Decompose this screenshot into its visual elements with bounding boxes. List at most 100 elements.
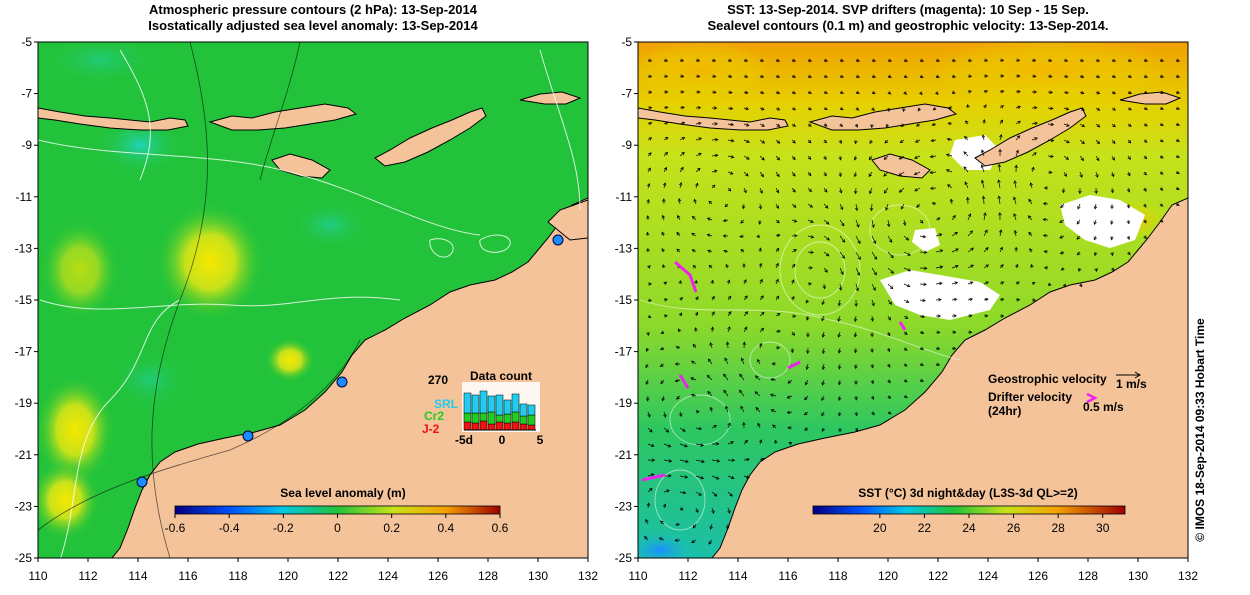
left-colorbar-label: Sea level anomaly (m) [280, 486, 405, 500]
inset-bar [504, 400, 511, 414]
colorbar-tick-label: 0.2 [383, 521, 400, 535]
legend-drifter-scale: 0.5 m/s [1083, 400, 1124, 414]
right-panel: SST: 13-Sep-2014. SVP drifters (magenta)… [615, 2, 1199, 583]
inset-title: Data count [470, 369, 532, 383]
colorbar-tick-label: 0 [334, 521, 341, 535]
left-title-line1: Atmospheric pressure contours (2 hPa): 1… [149, 2, 478, 17]
x-tick-label: 128 [478, 569, 498, 583]
x-tick-label: 130 [528, 569, 548, 583]
y-tick-label: -21 [15, 448, 33, 462]
left-map [30, 35, 588, 560]
y-tick-label: -19 [615, 396, 633, 410]
inset-x-tick: 0 [499, 433, 506, 447]
legend-geostrophic-scale: 1 m/s [1116, 377, 1147, 391]
inset-bar [464, 393, 471, 413]
inset-bar [528, 405, 535, 415]
x-tick-label: 124 [978, 569, 998, 583]
y-tick-label: -15 [15, 293, 33, 307]
colorbar-tick-label: 24 [962, 521, 976, 535]
x-tick-label: 116 [178, 569, 197, 583]
y-tick-label: -11 [616, 190, 633, 204]
x-tick-label: 130 [1128, 569, 1148, 583]
right-title-line2: Sealevel contours (0.1 m) and geostrophi… [708, 18, 1109, 33]
x-tick-label: 128 [1078, 569, 1098, 583]
x-tick-label: 114 [128, 569, 147, 583]
inset-bar [464, 413, 471, 422]
inset-bar [480, 413, 487, 421]
colorbar-tick-label: -0.6 [165, 521, 186, 535]
inset-bar [528, 425, 535, 430]
x-tick-label: 120 [278, 569, 298, 583]
left-tide-gauge-marker [243, 431, 253, 441]
y-tick-label: -17 [615, 345, 633, 359]
inset-series-label-cr2: Cr2 [424, 409, 444, 423]
colorbar-tick-label: -0.4 [219, 521, 240, 535]
colorbar-tick-label: 0.4 [437, 521, 454, 535]
x-tick-label: 124 [378, 569, 398, 583]
x-tick-label: 110 [628, 569, 647, 583]
right-colorbar-label: SST (°C) 3d night&day (L3S-3d QL>=2) [858, 486, 1078, 500]
legend-drifter-label: Drifter velocity [988, 390, 1072, 404]
inset-bar [512, 394, 519, 412]
colorbar-tick-label: 20 [873, 521, 887, 535]
inset-bar [488, 424, 495, 430]
inset-bar [472, 423, 479, 430]
left-title-line2: Isostatically adjusted sea level anomaly… [148, 18, 478, 33]
inset-x-tick: -5d [455, 433, 473, 447]
y-tick-label: -25 [615, 551, 633, 565]
left-tide-gauge-marker [137, 477, 147, 487]
inset-bar [472, 413, 479, 423]
inset-bar [496, 395, 503, 415]
x-tick-label: 126 [428, 569, 448, 583]
x-tick-label: 118 [828, 569, 847, 583]
x-tick-label: 118 [228, 569, 247, 583]
inset-bar [512, 412, 519, 422]
inset-bar [480, 391, 487, 413]
inset-bar [520, 404, 527, 416]
x-tick-label: 122 [928, 569, 948, 583]
legend-geostrophic-label: Geostrophic velocity [988, 372, 1107, 386]
y-tick-label: -15 [615, 293, 633, 307]
inset-bar [520, 424, 527, 430]
left-panel: Atmospheric pressure contours (2 hPa): 1… [15, 2, 599, 583]
y-tick-label: -19 [15, 396, 33, 410]
inset-bar [504, 423, 511, 430]
y-tick-label: -5 [621, 35, 632, 49]
colorbar-tick-label: 0.6 [492, 521, 509, 535]
credit-text: © IMOS 18-Sep-2014 09:33 Hobart Time [1193, 318, 1207, 542]
colorbar-tick-label: 28 [1051, 521, 1065, 535]
y-tick-label: -13 [15, 241, 33, 255]
inset-bar [488, 396, 495, 412]
inset-bar [504, 414, 511, 423]
colorbar-tick-label: 30 [1096, 521, 1110, 535]
x-tick-label: 132 [1178, 569, 1198, 583]
x-tick-label: 132 [578, 569, 598, 583]
x-tick-label: 116 [778, 569, 797, 583]
legend-drifter-sublabel: (24hr) [988, 404, 1021, 418]
inset-bar [520, 416, 527, 424]
right-title-line1: SST: 13-Sep-2014. SVP drifters (magenta)… [727, 2, 1089, 17]
inset-bar [512, 422, 519, 430]
inset-bar [464, 422, 471, 430]
inset-max-label: 270 [428, 373, 448, 387]
x-tick-label: 112 [678, 569, 697, 583]
x-tick-label: 112 [78, 569, 97, 583]
colorbar-tick-label: -0.2 [273, 521, 294, 535]
colorbar-tick-label: 22 [918, 521, 932, 535]
y-tick-label: -7 [21, 87, 32, 101]
left-tide-gauge-marker [337, 377, 347, 387]
inset-bar [472, 395, 479, 413]
y-tick-label: -5 [21, 35, 32, 49]
x-tick-label: 120 [878, 569, 898, 583]
inset-bar [528, 415, 535, 425]
x-tick-label: 126 [1028, 569, 1048, 583]
inset-bar [480, 421, 487, 430]
inset-bar [496, 415, 503, 422]
x-tick-label: 122 [328, 569, 348, 583]
x-tick-label: 114 [728, 569, 747, 583]
inset-bar [496, 422, 503, 430]
y-tick-label: -11 [16, 190, 33, 204]
y-tick-label: -7 [621, 87, 632, 101]
inset-bar [488, 412, 495, 424]
y-tick-label: -17 [15, 345, 33, 359]
